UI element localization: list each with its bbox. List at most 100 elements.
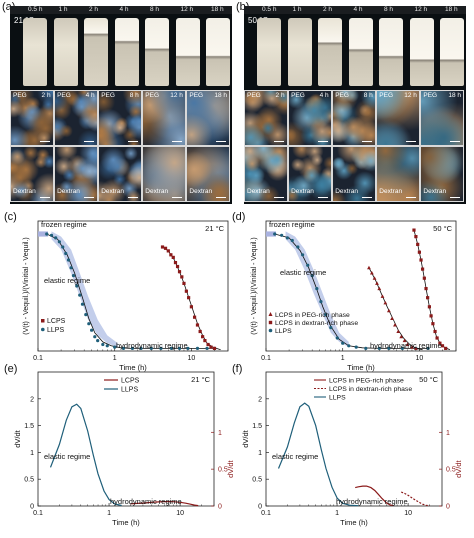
legend-marker [41,327,45,332]
micrograph-time-label: 2 h [41,92,51,99]
hydrodynamic-regime-label: hydrodynamic regime [116,341,188,350]
legend-label: LLPS [121,387,138,394]
y-tick-label: 0 [258,504,262,511]
micrograph-phase-label: PEG [13,92,27,99]
data-point [166,249,170,253]
time-label: 8 h [384,6,394,13]
micrograph-time-label: 8 h [129,92,139,99]
data-point [335,336,339,340]
data-point [341,341,345,345]
data-point [364,346,368,350]
micrograph-time-label: 12 h [170,92,183,99]
data-point [387,346,391,350]
data-point [75,284,79,288]
data-point [429,314,433,318]
vial [23,18,47,86]
y-right-tick-label: 0 [446,504,450,511]
data-point [184,289,188,293]
data-point [192,315,197,319]
legend-label: LCPS in dextran-rich phase [329,386,412,393]
vial [145,18,169,86]
scale-bar [361,196,372,198]
micrograph-phase-label: Dextran [145,188,169,195]
data-point [419,258,423,262]
data-point [78,293,82,297]
data-point [93,335,97,339]
x-tick-label: 0.1 [261,355,271,362]
vial [348,18,373,86]
elastic-regime-label: elastic regime [280,268,326,277]
legend-label: LLPS [329,395,346,402]
x-tick-label: 1 [113,355,117,362]
data-point [57,240,61,244]
legend-label: LLPS [47,327,64,334]
vial [440,18,464,86]
data-point [393,323,397,327]
data-point [347,344,351,348]
scale-bar [449,196,460,198]
fit-line [46,233,215,349]
data-point [377,346,381,350]
data-point [159,346,163,350]
micrograph-time-label: 18 h [448,92,461,99]
data-point [438,341,442,345]
y-right-tick-label: 1 [218,430,222,437]
data-point [377,286,382,291]
data-point [49,233,54,237]
micrograph-phase-label: PEG [189,92,204,99]
data-point [101,342,105,347]
x-axis-label: Time (h) [112,518,140,527]
time-label: 8 h [150,6,160,13]
micrograph-phase-label: PEG [145,92,160,99]
data-point [206,342,210,347]
vial [114,18,139,86]
data-point [84,313,88,317]
data-point [440,344,445,348]
micrograph-dextran: Dextran [244,146,288,202]
time-label: 18 h [211,6,224,13]
y-tick-label: 1 [258,450,262,457]
x-tick-label: 10 [416,355,424,362]
y-tick-label: 1.5 [24,423,34,430]
y-tick-label: 0.5 [252,477,262,484]
scale-bar [127,140,138,142]
data-point [113,345,117,349]
micrograph-phase-label: Dextran [247,188,270,195]
series-line [355,485,394,507]
scale-bar [215,196,226,198]
vial [175,18,200,86]
data-point [182,281,186,285]
data-point [175,264,180,269]
plot-frame [265,220,457,352]
data-point [280,233,284,237]
data-point [130,346,134,350]
micrograph-dextran: Dextran [186,146,230,202]
hydrodynamic-regime-label: hydrodynamic regime [370,341,442,350]
x-axis-label: Time (h) [340,518,368,527]
vial [84,18,108,86]
vial [257,18,281,86]
time-label: 12 h [414,6,428,13]
vial [318,18,342,86]
data-point [201,335,205,339]
time-label: 0.5 h [262,6,277,13]
legend-label: LCPS in dextran-rich phase [275,320,358,327]
micrograph-dextran: Dextran [98,146,142,202]
frozen-regime-band [38,231,48,237]
micrograph-time-label: 8 h [363,92,373,99]
micrograph-time-label: 4 h [85,92,95,99]
data-point [412,228,416,232]
data-point [427,305,432,309]
data-point [173,261,178,265]
frozen-regime-label: frozen regime [269,220,315,229]
data-point [372,276,377,280]
y-tick-label: 1 [30,450,34,457]
data-point [205,346,209,350]
temperature-label: 50 °C [419,375,438,384]
series-line [400,491,430,507]
data-point [189,305,194,309]
legend-label: LCPS in PEG-rich phase [275,312,350,319]
